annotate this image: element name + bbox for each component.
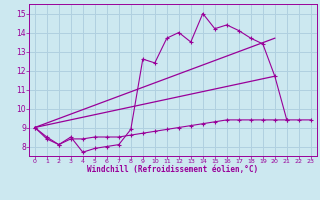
X-axis label: Windchill (Refroidissement éolien,°C): Windchill (Refroidissement éolien,°C) [87,165,258,174]
